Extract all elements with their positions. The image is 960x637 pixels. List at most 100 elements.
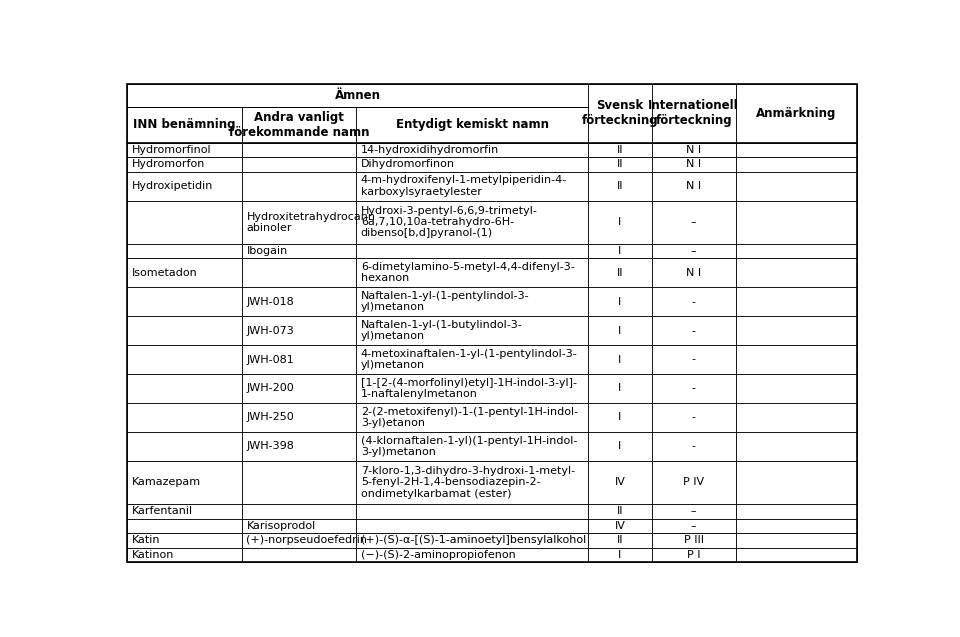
Bar bbox=[588, 374, 652, 403]
Bar bbox=[356, 504, 588, 519]
Bar bbox=[735, 504, 856, 519]
Bar bbox=[735, 374, 856, 403]
Bar bbox=[356, 461, 588, 504]
Text: JWH-018: JWH-018 bbox=[247, 297, 294, 307]
Bar bbox=[588, 403, 652, 432]
Bar bbox=[242, 157, 356, 171]
Bar bbox=[128, 259, 242, 287]
Bar bbox=[652, 403, 735, 432]
Text: I: I bbox=[618, 355, 621, 364]
Text: 2-(2-metoxifenyl)-1-(1-pentyl-1H-indol-
3-yl)etanon: 2-(2-metoxifenyl)-1-(1-pentyl-1H-indol- … bbox=[361, 407, 578, 428]
Bar bbox=[588, 157, 652, 171]
Bar bbox=[735, 201, 856, 244]
Bar bbox=[242, 108, 356, 143]
Text: Kamazepam: Kamazepam bbox=[132, 478, 201, 487]
Text: JWH-200: JWH-200 bbox=[247, 383, 294, 394]
Bar bbox=[652, 244, 735, 259]
Bar bbox=[735, 403, 856, 432]
Bar bbox=[242, 259, 356, 287]
Bar bbox=[735, 157, 856, 171]
Text: I: I bbox=[618, 326, 621, 336]
Bar bbox=[735, 84, 856, 143]
Text: 7-kloro-1,3-dihydro-3-hydroxi-1-metyl-
5-fenyl-2H-1,4-bensodiazepin-2-
ondimetyl: 7-kloro-1,3-dihydro-3-hydroxi-1-metyl- 5… bbox=[361, 466, 575, 499]
Text: -: - bbox=[691, 297, 696, 307]
Bar bbox=[652, 287, 735, 316]
Text: JWH-081: JWH-081 bbox=[247, 355, 294, 364]
Bar bbox=[242, 403, 356, 432]
Bar bbox=[652, 345, 735, 374]
Bar bbox=[735, 519, 856, 533]
Bar bbox=[242, 287, 356, 316]
Bar bbox=[356, 259, 588, 287]
Bar bbox=[588, 533, 652, 548]
Bar bbox=[242, 504, 356, 519]
Text: N I: N I bbox=[686, 145, 701, 155]
Text: -: - bbox=[691, 441, 696, 452]
Text: Naftalen-1-yl-(1-butylindol-3-
yl)metanon: Naftalen-1-yl-(1-butylindol-3- yl)metano… bbox=[361, 320, 522, 341]
Text: Anmärkning: Anmärkning bbox=[756, 107, 836, 120]
Text: Internationell
förteckning: Internationell förteckning bbox=[648, 99, 739, 127]
Text: 4-metoxinaftalen-1-yl-(1-pentylindol-3-
yl)metanon: 4-metoxinaftalen-1-yl-(1-pentylindol-3- … bbox=[361, 349, 578, 370]
Text: IV: IV bbox=[614, 478, 625, 487]
Bar bbox=[588, 345, 652, 374]
Text: Andra vanligt
förekommande namn: Andra vanligt förekommande namn bbox=[228, 111, 370, 139]
Bar bbox=[356, 403, 588, 432]
Bar bbox=[735, 287, 856, 316]
Text: II: II bbox=[616, 159, 623, 169]
Text: N I: N I bbox=[686, 181, 701, 191]
Bar bbox=[128, 201, 242, 244]
Bar bbox=[242, 316, 356, 345]
Bar bbox=[356, 533, 588, 548]
Bar bbox=[652, 157, 735, 171]
Bar bbox=[652, 533, 735, 548]
Text: –: – bbox=[691, 246, 696, 256]
Text: JWH-398: JWH-398 bbox=[247, 441, 295, 452]
Text: [1-[2-(4-morfolinyl)etyl]-1H-indol-3-yl]-
1-naftalenylmetanon: [1-[2-(4-morfolinyl)etyl]-1H-indol-3-yl]… bbox=[361, 378, 577, 399]
Text: Katinon: Katinon bbox=[132, 550, 175, 560]
Text: Ämnen: Ämnen bbox=[335, 89, 381, 102]
Bar bbox=[128, 548, 242, 562]
Text: 14-hydroxidihydromorfin: 14-hydroxidihydromorfin bbox=[361, 145, 499, 155]
Text: I: I bbox=[618, 383, 621, 394]
Text: Hydroxitetrahydrocann
abinoler: Hydroxitetrahydrocann abinoler bbox=[247, 211, 375, 233]
Bar bbox=[242, 244, 356, 259]
Text: IV: IV bbox=[614, 521, 625, 531]
Text: I: I bbox=[618, 217, 621, 227]
Text: –: – bbox=[691, 217, 696, 227]
Bar bbox=[128, 345, 242, 374]
Bar bbox=[588, 461, 652, 504]
Bar bbox=[242, 171, 356, 201]
Bar bbox=[735, 461, 856, 504]
Bar bbox=[356, 548, 588, 562]
Bar bbox=[128, 374, 242, 403]
Bar bbox=[652, 504, 735, 519]
Bar bbox=[242, 548, 356, 562]
Text: I: I bbox=[618, 412, 621, 422]
Text: P IV: P IV bbox=[683, 478, 705, 487]
Text: 6-dimetylamino-5-metyl-4,4-difenyl-3-
hexanon: 6-dimetylamino-5-metyl-4,4-difenyl-3- he… bbox=[361, 262, 575, 283]
Bar bbox=[128, 461, 242, 504]
Bar bbox=[128, 432, 242, 461]
Text: Katin: Katin bbox=[132, 535, 160, 545]
Bar bbox=[652, 432, 735, 461]
Bar bbox=[588, 548, 652, 562]
Bar bbox=[356, 432, 588, 461]
Text: (−)-(S)-2-aminopropiofenon: (−)-(S)-2-aminopropiofenon bbox=[361, 550, 516, 560]
Bar bbox=[588, 244, 652, 259]
Bar bbox=[588, 504, 652, 519]
Bar bbox=[652, 548, 735, 562]
Bar bbox=[242, 533, 356, 548]
Bar bbox=[242, 374, 356, 403]
Bar bbox=[588, 316, 652, 345]
Bar bbox=[652, 84, 735, 143]
Text: Hydroxi-3-pentyl-6,6,9-trimetyl-
6a,7,10,10a-tetrahydro-6H-
dibenso[b,d]pyranol-: Hydroxi-3-pentyl-6,6,9-trimetyl- 6a,7,10… bbox=[361, 206, 538, 238]
Bar bbox=[356, 519, 588, 533]
Bar bbox=[588, 287, 652, 316]
Text: N I: N I bbox=[686, 268, 701, 278]
Bar bbox=[356, 171, 588, 201]
Text: II: II bbox=[616, 535, 623, 545]
Text: Entydigt kemiskt namn: Entydigt kemiskt namn bbox=[396, 118, 549, 131]
Bar bbox=[356, 287, 588, 316]
Bar bbox=[242, 461, 356, 504]
Text: Hydromorfinol: Hydromorfinol bbox=[132, 145, 211, 155]
